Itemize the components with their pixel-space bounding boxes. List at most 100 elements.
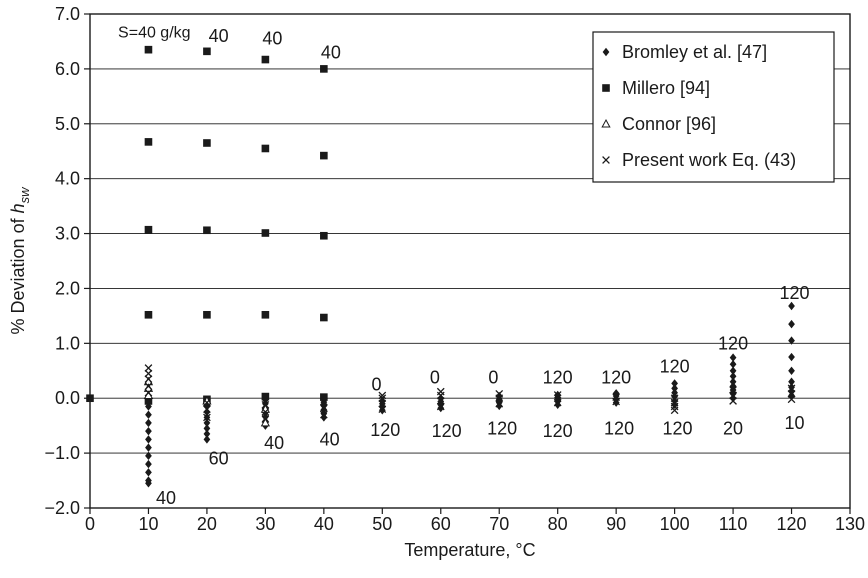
x-tick-label: 0 <box>85 514 95 534</box>
data-point <box>787 389 796 398</box>
data-point <box>145 418 152 428</box>
y-tick-label: 1.0 <box>55 333 80 353</box>
y-tick-label: 7.0 <box>55 4 80 24</box>
series-diamond <box>145 301 795 488</box>
data-point <box>553 391 562 399</box>
data-annotations: S=40 g/kg 40 40 40 40 60 40 40 0 0 0 120 120 120 120 12… <box>118 25 809 509</box>
y-tick-label: 3.0 <box>55 224 80 244</box>
data-point <box>378 396 386 406</box>
y-axis-title-subscript: sw <box>17 186 32 204</box>
data-label: 120 <box>601 367 631 387</box>
data-point <box>145 451 152 461</box>
data-point <box>203 47 211 56</box>
data-label: 40 <box>321 42 341 62</box>
data-label: 120 <box>543 367 573 387</box>
data-point <box>261 408 270 416</box>
x-axis-title: Temperature, °C <box>404 540 535 560</box>
data-point <box>320 393 328 401</box>
data-point <box>144 364 153 372</box>
data-point <box>145 435 152 444</box>
data-point <box>671 396 678 406</box>
data-point <box>320 65 328 73</box>
cross-stroke <box>787 384 796 393</box>
data-label: 60 <box>209 449 229 469</box>
y-tick-label: 0.0 <box>55 388 80 408</box>
data-point <box>788 319 795 329</box>
plot-frame <box>89 13 851 509</box>
data-point <box>729 386 737 394</box>
data-point <box>320 151 328 160</box>
data-point <box>670 394 679 403</box>
data-point <box>203 413 211 422</box>
data-point <box>378 394 387 403</box>
cross-stroke <box>378 391 387 400</box>
x-tick-label: 110 <box>719 514 748 534</box>
data-point <box>729 397 737 405</box>
y-tick-label: 5.0 <box>55 114 80 134</box>
y-tick-label: 6.0 <box>55 59 80 79</box>
cross-stroke <box>203 413 211 422</box>
data-label: 40 <box>262 29 282 49</box>
data-label: 10 <box>784 413 804 433</box>
data-label: 40 <box>156 488 176 508</box>
cross-stroke <box>729 391 737 400</box>
series-cross <box>144 364 796 423</box>
data-point <box>261 400 270 409</box>
cross-stroke <box>612 393 621 401</box>
cross-stroke <box>378 394 387 403</box>
x-tick-label: 130 <box>835 514 865 534</box>
cross-stroke <box>261 415 270 423</box>
data-label: 0 <box>430 367 440 387</box>
x-tick-label: 80 <box>548 514 568 534</box>
data-point <box>729 391 737 400</box>
y-tick-label: 2.0 <box>55 278 80 298</box>
y-axis-title: % Deviation of hsw <box>8 186 32 335</box>
legend-marker <box>601 118 611 128</box>
data-point <box>729 377 737 386</box>
data-point <box>320 313 328 322</box>
cross-stroke <box>436 397 445 405</box>
cross-stroke <box>553 391 562 399</box>
data-label: 120 <box>663 418 693 438</box>
data-points <box>86 45 796 488</box>
cross-stroke <box>378 399 387 408</box>
data-point <box>261 392 270 401</box>
data-label: 120 <box>604 418 634 438</box>
data-point <box>203 310 211 319</box>
data-point <box>144 225 153 234</box>
legend-box <box>592 31 835 183</box>
data-point <box>262 412 269 422</box>
data-point <box>145 443 152 452</box>
data-point <box>144 369 153 378</box>
data-label: 120 <box>718 333 748 353</box>
data-point <box>144 375 153 383</box>
data-label: 40 <box>209 26 229 46</box>
data-point <box>788 301 795 311</box>
data-point <box>378 399 387 408</box>
data-point <box>144 138 153 146</box>
legend-label: Millero [94] <box>622 78 710 98</box>
cross-stroke <box>144 382 153 391</box>
data-point <box>378 405 387 414</box>
data-point <box>729 372 737 381</box>
data-point <box>203 407 211 417</box>
cross-stroke <box>729 386 737 394</box>
series-square <box>86 45 328 405</box>
data-point <box>145 402 152 411</box>
data-point <box>144 382 153 391</box>
data-point <box>203 429 211 439</box>
data-label: 0 <box>371 375 381 395</box>
data-label: S=40 g/kg <box>118 25 191 42</box>
data-label: 120 <box>432 421 462 441</box>
x-tick-label: 90 <box>606 514 626 534</box>
cross-stroke <box>495 389 504 398</box>
data-point <box>729 394 737 403</box>
data-point <box>319 404 328 412</box>
cross-stroke <box>787 395 796 404</box>
cross-stroke <box>144 364 153 372</box>
data-point <box>203 418 211 428</box>
cross-stroke <box>670 394 679 403</box>
legend-marker <box>602 47 610 57</box>
data-point <box>144 397 153 405</box>
